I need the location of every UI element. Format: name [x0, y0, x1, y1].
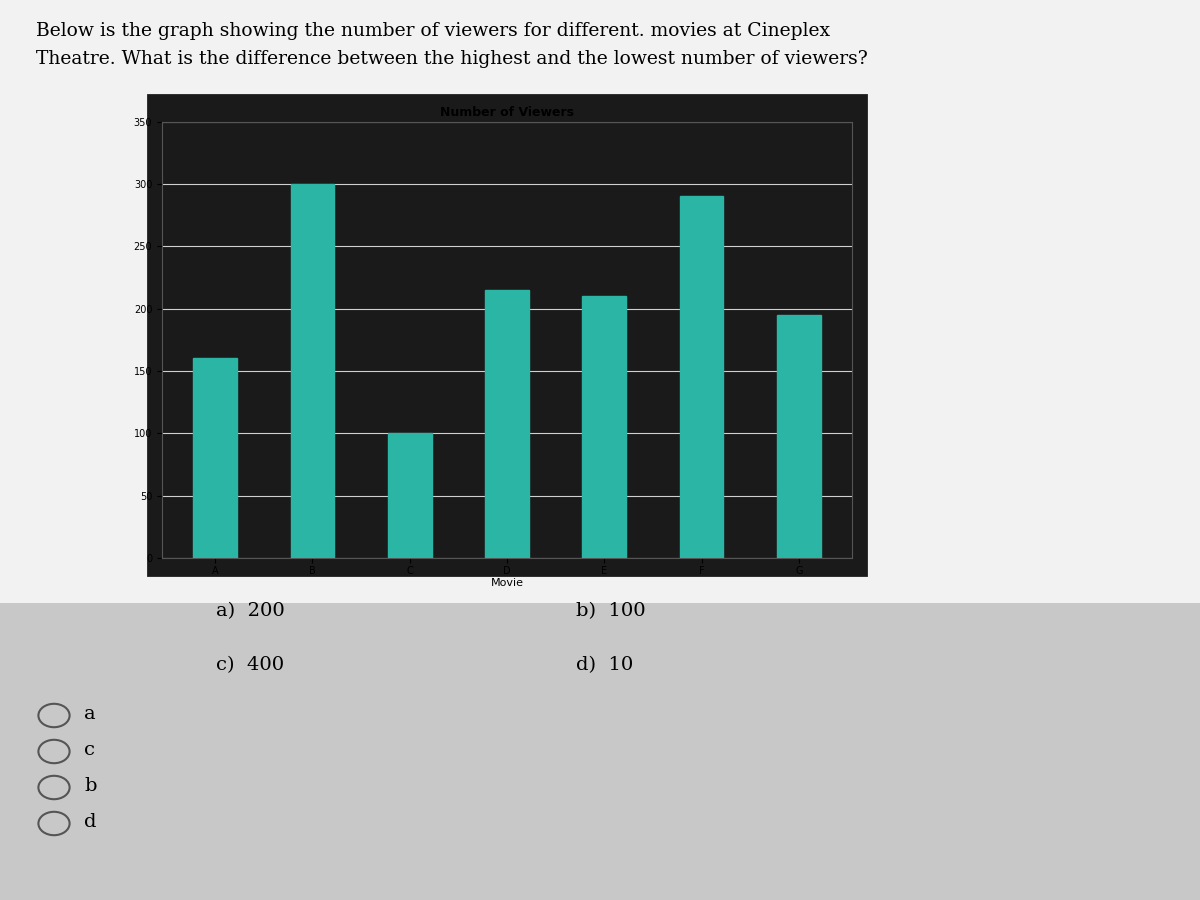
- FancyBboxPatch shape: [149, 95, 866, 575]
- Bar: [290, 184, 335, 558]
- Text: a)  200: a) 200: [216, 602, 284, 620]
- Text: b: b: [84, 777, 96, 795]
- Text: d: d: [84, 813, 96, 831]
- Bar: [679, 196, 724, 558]
- Bar: [582, 296, 626, 558]
- Bar: [776, 315, 821, 558]
- Bar: [388, 433, 432, 558]
- Text: d)  10: d) 10: [576, 656, 634, 674]
- Text: Below is the graph showing the number of viewers for different. movies at Cinepl: Below is the graph showing the number of…: [36, 22, 830, 40]
- Text: Theatre. What is the difference between the highest and the lowest number of vie: Theatre. What is the difference between …: [36, 50, 868, 68]
- Bar: [485, 290, 529, 558]
- Bar: [193, 358, 238, 558]
- Text: b)  100: b) 100: [576, 602, 646, 620]
- Title: Number of Viewers: Number of Viewers: [440, 106, 574, 119]
- Text: c: c: [84, 741, 95, 759]
- Text: a: a: [84, 705, 96, 723]
- X-axis label: Movie: Movie: [491, 579, 523, 589]
- Text: c)  400: c) 400: [216, 656, 284, 674]
